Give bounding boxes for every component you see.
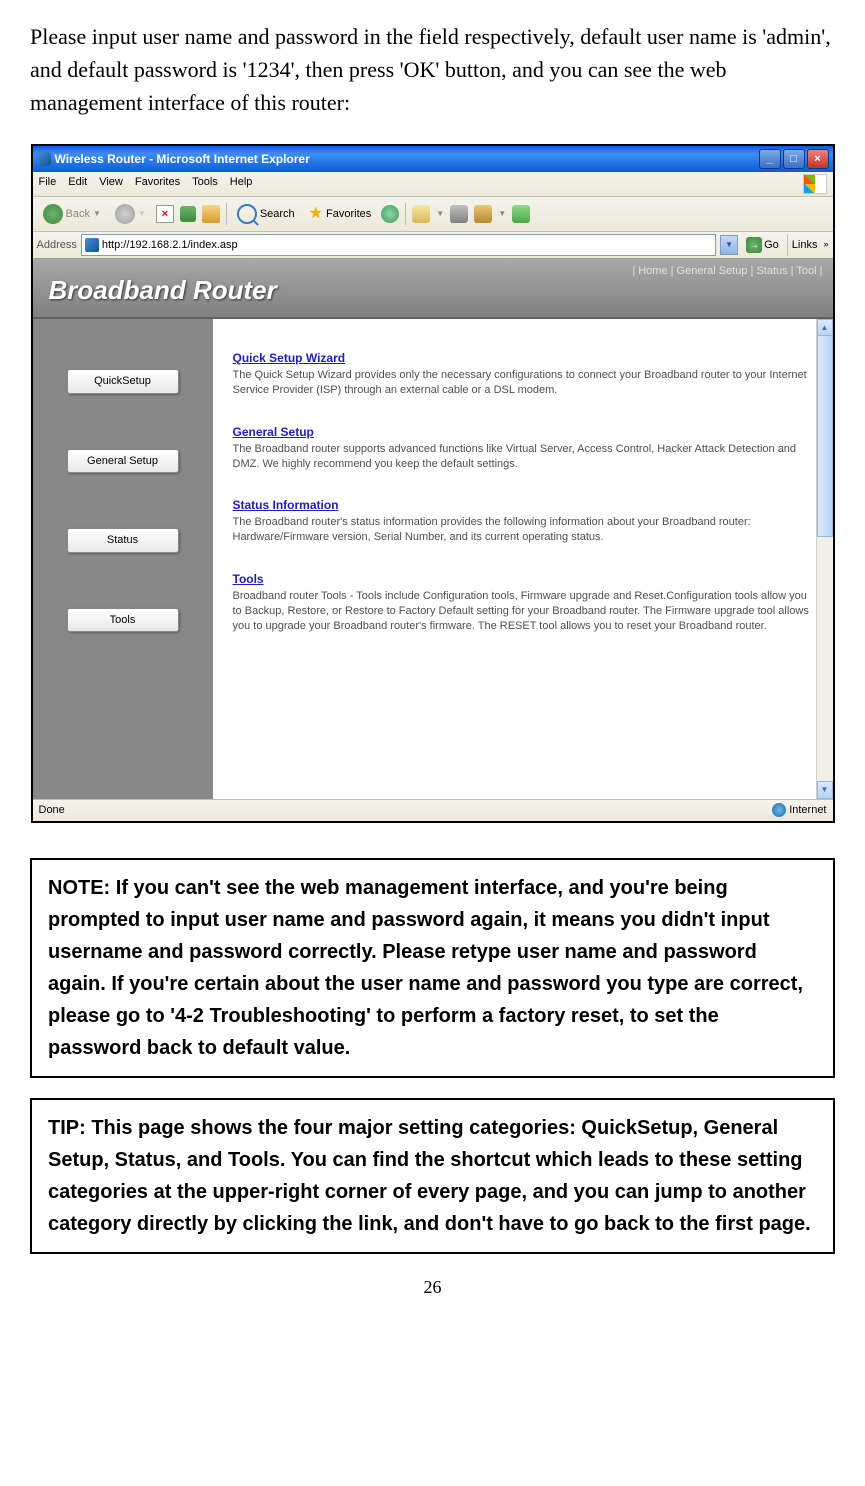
ie-icon [37, 152, 51, 166]
edit-button[interactable] [474, 205, 492, 223]
print-button[interactable] [450, 205, 468, 223]
toolbar: Back ▼ ▼ × Search ★ Favorites ▼ ▼ [33, 197, 833, 232]
globe-icon [772, 803, 786, 817]
zone-label: Internet [789, 802, 826, 819]
page-icon [85, 238, 99, 252]
sidebar-generalsetup[interactable]: General Setup [67, 449, 179, 474]
sidebar-status[interactable]: Status [67, 528, 179, 553]
menu-view[interactable]: View [99, 174, 123, 194]
forward-icon [115, 204, 135, 224]
section-status: Status Information The Broadband router'… [233, 496, 813, 545]
section-generalsetup: General Setup The Broadband router suppo… [233, 423, 813, 472]
section-desc: The Quick Setup Wizard provides only the… [233, 368, 813, 398]
address-dropdown[interactable]: ▼ [720, 235, 738, 255]
tip-box: TIP: This page shows the four major sett… [30, 1098, 835, 1254]
refresh-button[interactable] [180, 206, 196, 222]
section-quicksetup: Quick Setup Wizard The Quick Setup Wizar… [233, 349, 813, 398]
menu-help[interactable]: Help [230, 174, 253, 194]
section-desc: The Broadband router supports advanced f… [233, 442, 813, 472]
router-toplinks[interactable]: | Home | General Setup | Status | Tool | [632, 263, 822, 280]
address-input[interactable]: http://192.168.2.1/index.asp [81, 234, 716, 256]
section-title[interactable]: Quick Setup Wizard [233, 349, 813, 367]
router-header: Broadband Router | Home | General Setup … [33, 259, 833, 319]
section-desc: The Broadband router's status informatio… [233, 515, 813, 545]
sidebar: QuickSetup General Setup Status Tools [33, 319, 213, 799]
forward-button[interactable]: ▼ [111, 202, 150, 226]
page-number: 26 [30, 1274, 835, 1301]
back-icon [43, 204, 63, 224]
zone-indicator: Internet [772, 802, 826, 819]
search-icon [237, 204, 257, 224]
section-title[interactable]: General Setup [233, 423, 813, 441]
address-label: Address [37, 237, 77, 254]
address-bar: Address http://192.168.2.1/index.asp ▼ →… [33, 232, 833, 259]
section-tools: Tools Broadband router Tools - Tools inc… [233, 570, 813, 634]
menu-edit[interactable]: Edit [68, 174, 87, 194]
links-label[interactable]: Links [792, 237, 818, 254]
menu-favorites[interactable]: Favorites [135, 174, 180, 194]
back-button[interactable]: Back ▼ [39, 202, 105, 226]
search-button[interactable]: Search [233, 202, 299, 226]
maximize-button[interactable]: □ [783, 149, 805, 169]
intro-paragraph: Please input user name and password in t… [30, 20, 835, 119]
mail-button[interactable] [412, 205, 430, 223]
scroll-down-icon[interactable]: ▼ [817, 781, 833, 799]
note-box: NOTE: If you can't see the web managemen… [30, 858, 835, 1078]
menu-bar: File Edit View Favorites Tools Help [33, 172, 833, 197]
messenger-button[interactable] [512, 205, 530, 223]
windows-logo-icon [803, 174, 827, 194]
scroll-thumb[interactable] [817, 335, 833, 537]
status-text: Done [39, 802, 65, 819]
router-body: QuickSetup General Setup Status Tools Qu… [33, 319, 833, 799]
close-button[interactable]: × [807, 149, 829, 169]
go-icon: → [746, 237, 762, 253]
section-title[interactable]: Status Information [233, 496, 813, 514]
menu-file[interactable]: File [39, 174, 57, 194]
window-titlebar: Wireless Router - Microsoft Internet Exp… [33, 146, 833, 172]
scrollbar[interactable]: ▲ ▼ [816, 319, 833, 799]
menu-tools[interactable]: Tools [192, 174, 218, 194]
sidebar-tools[interactable]: Tools [67, 608, 179, 633]
url-text: http://192.168.2.1/index.asp [102, 237, 238, 254]
section-desc: Broadband router Tools - Tools include C… [233, 589, 813, 634]
favorites-button[interactable]: ★ Favorites [305, 200, 376, 228]
browser-screenshot: Wireless Router - Microsoft Internet Exp… [31, 144, 835, 823]
sidebar-quicksetup[interactable]: QuickSetup [67, 369, 179, 394]
stop-button[interactable]: × [156, 205, 174, 223]
section-title[interactable]: Tools [233, 570, 813, 588]
media-button[interactable] [381, 205, 399, 223]
content-area: Quick Setup Wizard The Quick Setup Wizar… [213, 319, 833, 799]
go-button[interactable]: → Go [742, 236, 783, 255]
window-title: Wireless Router - Microsoft Internet Exp… [55, 150, 759, 168]
home-button[interactable] [202, 205, 220, 223]
status-bar: Done Internet [33, 799, 833, 821]
star-icon: ★ [309, 202, 323, 226]
minimize-button[interactable]: _ [759, 149, 781, 169]
